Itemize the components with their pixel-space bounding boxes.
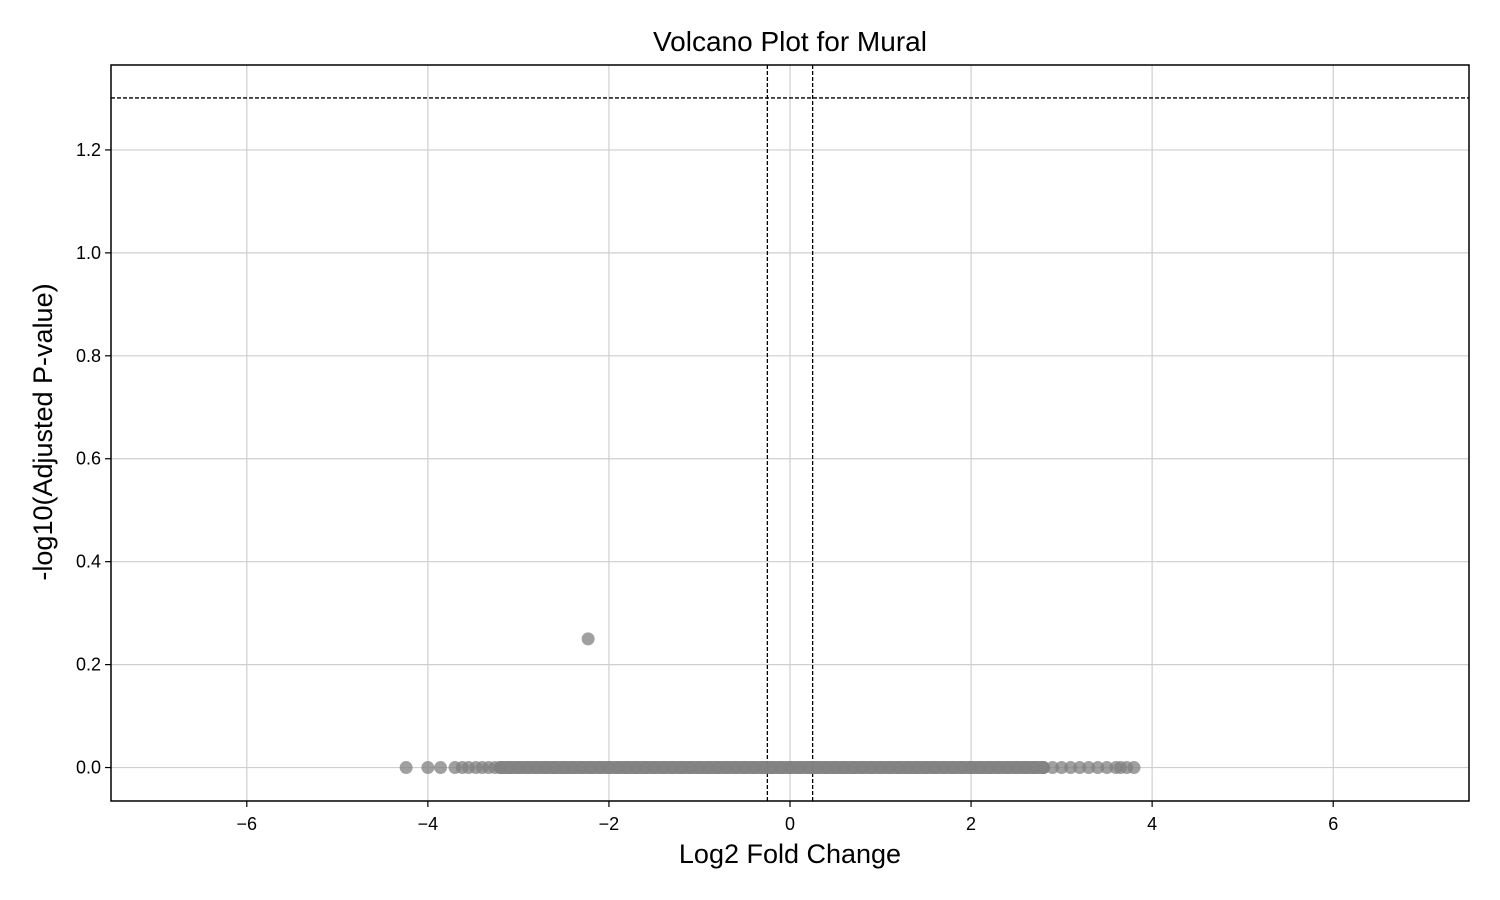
- data-point: [973, 761, 987, 775]
- data-point: [864, 761, 878, 775]
- data-point: [1027, 761, 1041, 775]
- data-point: [910, 761, 924, 775]
- data-point: [557, 761, 571, 775]
- data-point: [874, 761, 888, 775]
- data-point: [955, 761, 969, 775]
- data-point: [982, 761, 996, 775]
- data-point: [566, 761, 580, 775]
- x-tick-label: −6: [237, 814, 258, 834]
- data-point: [810, 761, 824, 775]
- data-point: [1000, 761, 1014, 775]
- y-axis-ticks: 0.0 0.2 0.4 0.6 0.8 1.0 1.2: [76, 140, 111, 778]
- data-point: [581, 632, 595, 646]
- data-point: [756, 761, 770, 775]
- data-point: [946, 761, 960, 775]
- data-point: [729, 761, 743, 775]
- data-point: [765, 761, 779, 775]
- data-point: [584, 761, 598, 775]
- y-tick-label: 1.0: [76, 243, 101, 263]
- data-point: [530, 761, 544, 775]
- x-tick-label: −2: [599, 814, 620, 834]
- y-tick-label: 0.2: [76, 655, 101, 675]
- data-point: [738, 761, 752, 775]
- data-point: [548, 761, 562, 775]
- data-point: [520, 761, 534, 775]
- data-point: [801, 761, 815, 775]
- x-axis-label: Log2 Fold Change: [679, 839, 901, 869]
- data-point: [1127, 761, 1141, 775]
- data-point: [575, 761, 589, 775]
- threshold-lines: [111, 65, 1469, 801]
- data-point: [638, 761, 652, 775]
- data-point: [783, 761, 797, 775]
- data-point: [620, 761, 634, 775]
- data-point: [1073, 761, 1087, 775]
- data-point: [702, 761, 716, 775]
- y-tick-label: 0.8: [76, 346, 101, 366]
- data-point: [434, 761, 448, 775]
- data-point: [828, 761, 842, 775]
- data-point: [720, 761, 734, 775]
- data-point: [1082, 761, 1096, 775]
- x-tick-label: 0: [785, 814, 795, 834]
- data-point: [1046, 761, 1060, 775]
- data-point: [1036, 761, 1050, 775]
- data-point: [792, 761, 806, 775]
- data-point: [611, 761, 625, 775]
- data-point: [539, 761, 553, 775]
- data-point: [493, 761, 507, 775]
- data-points: [399, 632, 1141, 775]
- data-point: [593, 761, 607, 775]
- data-point: [665, 761, 679, 775]
- data-point: [1009, 761, 1023, 775]
- data-point: [602, 761, 616, 775]
- data-point: [647, 761, 661, 775]
- y-tick-label: 1.2: [76, 140, 101, 160]
- y-tick-label: 0.4: [76, 552, 101, 572]
- data-point: [964, 761, 978, 775]
- data-point: [683, 761, 697, 775]
- data-point: [928, 761, 942, 775]
- data-point: [901, 761, 915, 775]
- data-point: [855, 761, 869, 775]
- data-point: [837, 761, 851, 775]
- data-point: [711, 761, 725, 775]
- data-point: [883, 761, 897, 775]
- y-tick-label: 0.0: [76, 758, 101, 778]
- x-axis-ticks: −6 −4 −2 0 2 4 6: [237, 801, 1338, 834]
- data-point: [1064, 761, 1078, 775]
- data-point: [819, 761, 833, 775]
- data-point: [846, 761, 860, 775]
- data-point: [399, 761, 413, 775]
- data-point: [747, 761, 761, 775]
- data-point: [502, 761, 516, 775]
- x-tick-label: 2: [966, 814, 976, 834]
- data-point: [692, 761, 706, 775]
- y-axis-label: -log10(Adjusted P-value): [28, 283, 58, 580]
- chart-title: Volcano Plot for Mural: [653, 26, 927, 57]
- data-point: [421, 761, 435, 775]
- data-point: [919, 761, 933, 775]
- data-point: [1100, 761, 1114, 775]
- data-point: [656, 761, 670, 775]
- data-point: [991, 761, 1005, 775]
- data-point: [1018, 761, 1032, 775]
- grid-lines: [111, 65, 1469, 801]
- x-tick-label: 6: [1328, 814, 1338, 834]
- x-tick-label: −4: [418, 814, 439, 834]
- x-tick-label: 4: [1147, 814, 1157, 834]
- data-point: [511, 761, 525, 775]
- data-point: [892, 761, 906, 775]
- data-point: [1091, 761, 1105, 775]
- data-point: [629, 761, 643, 775]
- data-point: [674, 761, 688, 775]
- data-point: [937, 761, 951, 775]
- data-point: [1055, 761, 1069, 775]
- data-point: [774, 761, 788, 775]
- y-tick-label: 0.6: [76, 449, 101, 469]
